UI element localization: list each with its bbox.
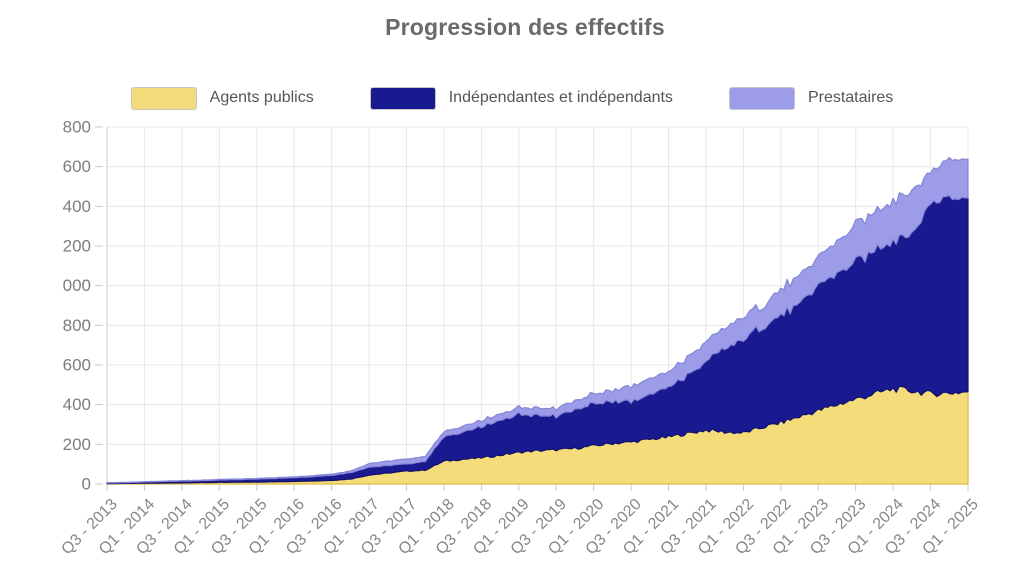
- y-axis-tick-label: 0: [82, 475, 91, 494]
- y-axis-tick-label: 800: [63, 316, 91, 335]
- y-axis-tick-label: 200: [63, 237, 91, 256]
- legend-label-independantes-et-independants: Indépendantes et indépendants: [448, 89, 673, 106]
- legend-swatch-prestataires: [728, 86, 795, 110]
- y-axis-tick-label: 400: [63, 395, 91, 414]
- legend-label-prestataires: Prestataires: [807, 89, 894, 106]
- y-axis-tick-label: 600: [63, 157, 91, 176]
- chart-legend: Agents publics Indépendantes et indépend…: [0, 84, 1024, 112]
- legend-item-agents-publics[interactable]: Agents publics: [130, 86, 314, 110]
- y-axis-tick-label: 200: [63, 435, 91, 454]
- legend-swatch-independantes-et-independants: [369, 86, 436, 110]
- y-axis-tick-label: 000: [63, 276, 91, 295]
- page-title: Progression des effectifs: [385, 14, 665, 40]
- legend-label-agents-publics: Agents publics: [209, 89, 314, 106]
- y-axis-tick-label: 400: [63, 197, 91, 216]
- legend-item-prestataires[interactable]: Prestataires: [728, 86, 894, 110]
- area-prestataires: [106, 156, 969, 484]
- legend-item-independantes-et-independants[interactable]: Indépendantes et indépendants: [369, 86, 673, 110]
- y-axis-tick-label: 800: [63, 118, 91, 137]
- y-axis-tick-label: 600: [63, 356, 91, 375]
- legend-swatch-agents-publics: [130, 86, 197, 110]
